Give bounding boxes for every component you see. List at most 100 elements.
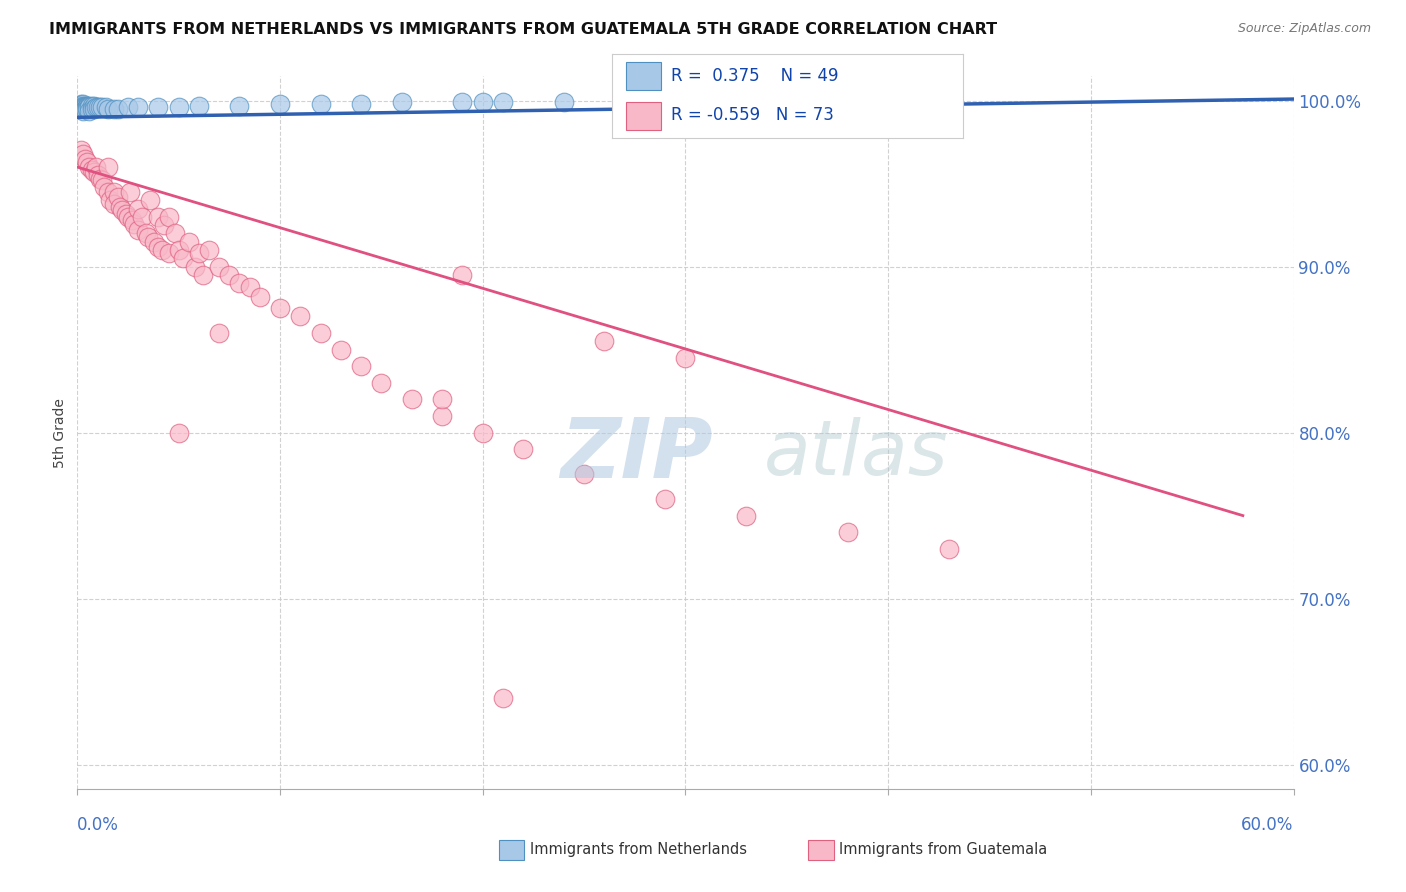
Text: IMMIGRANTS FROM NETHERLANDS VS IMMIGRANTS FROM GUATEMALA 5TH GRADE CORRELATION C: IMMIGRANTS FROM NETHERLANDS VS IMMIGRANT… xyxy=(49,22,997,37)
Point xyxy=(80,163,103,178)
Point xyxy=(290,310,312,324)
Point xyxy=(401,392,423,407)
Point xyxy=(167,243,190,257)
Point xyxy=(72,98,94,112)
Point xyxy=(127,223,149,237)
Point xyxy=(93,180,115,194)
Point xyxy=(103,196,125,211)
Point xyxy=(97,185,120,199)
Point xyxy=(84,100,107,114)
Point xyxy=(269,97,291,112)
Text: 0.0%: 0.0% xyxy=(77,816,120,834)
Point xyxy=(70,100,93,114)
Point xyxy=(70,98,93,112)
Point xyxy=(157,210,180,224)
Point xyxy=(70,97,93,112)
Point xyxy=(76,155,98,169)
Point xyxy=(269,301,291,315)
Point xyxy=(432,392,454,407)
Point xyxy=(152,243,174,257)
Point xyxy=(776,95,799,110)
Text: 60.0%: 60.0% xyxy=(1241,816,1294,834)
Point xyxy=(121,213,143,227)
Point xyxy=(938,541,960,556)
Point xyxy=(218,268,240,282)
Text: Immigrants from Netherlands: Immigrants from Netherlands xyxy=(530,842,747,856)
Point xyxy=(148,100,170,114)
Text: Source: ZipAtlas.com: Source: ZipAtlas.com xyxy=(1237,22,1371,36)
Point xyxy=(67,102,90,116)
Point xyxy=(107,190,129,204)
Point xyxy=(94,100,117,114)
Point xyxy=(177,235,200,249)
Point xyxy=(107,102,129,116)
Point xyxy=(72,100,94,114)
Point xyxy=(76,100,98,114)
Point xyxy=(79,160,101,174)
Point xyxy=(172,252,194,266)
Point xyxy=(79,100,101,114)
Point xyxy=(163,227,186,241)
Point xyxy=(350,359,373,374)
Point xyxy=(675,95,697,110)
Point xyxy=(86,100,108,114)
Point xyxy=(157,246,180,260)
Point xyxy=(83,102,105,116)
Point xyxy=(167,100,190,114)
Point xyxy=(492,95,515,110)
Point xyxy=(70,102,93,116)
Point xyxy=(75,100,97,114)
Point xyxy=(143,235,166,249)
Text: atlas: atlas xyxy=(763,417,948,491)
Point xyxy=(451,268,474,282)
Text: Immigrants from Guatemala: Immigrants from Guatemala xyxy=(839,842,1047,856)
Point xyxy=(249,289,271,303)
Point xyxy=(188,98,211,112)
Point xyxy=(451,95,474,110)
Point xyxy=(512,442,534,457)
Point xyxy=(208,260,231,274)
Point xyxy=(593,334,616,349)
Point xyxy=(492,691,515,706)
Point xyxy=(75,102,97,116)
Point xyxy=(572,467,595,482)
Point xyxy=(86,169,108,183)
Y-axis label: 5th Grade: 5th Grade xyxy=(53,398,67,467)
Point xyxy=(111,203,134,218)
Point xyxy=(153,218,176,232)
Point xyxy=(471,95,494,110)
Point xyxy=(67,98,90,112)
Point xyxy=(67,100,90,114)
Point xyxy=(108,200,131,214)
Point xyxy=(735,508,758,523)
Point xyxy=(115,206,138,220)
Point xyxy=(191,268,214,282)
Point xyxy=(84,160,107,174)
Point xyxy=(432,409,454,423)
Point xyxy=(97,102,120,116)
Point xyxy=(837,525,859,540)
Point xyxy=(72,103,94,118)
Point xyxy=(228,277,250,291)
Point xyxy=(83,165,105,179)
Point xyxy=(184,260,207,274)
Point xyxy=(167,425,190,440)
Point xyxy=(122,217,145,231)
Text: R =  0.375    N = 49: R = 0.375 N = 49 xyxy=(672,68,839,86)
Point xyxy=(75,152,97,166)
Point xyxy=(98,194,121,208)
Point xyxy=(139,194,162,208)
Point xyxy=(136,229,159,244)
Point xyxy=(103,102,125,116)
Point xyxy=(198,243,221,257)
Text: R = -0.559   N = 73: R = -0.559 N = 73 xyxy=(672,106,834,124)
Point xyxy=(127,202,149,216)
Point xyxy=(370,376,392,390)
Point xyxy=(309,97,332,112)
Point xyxy=(350,97,373,112)
Point xyxy=(83,98,105,112)
Point xyxy=(654,491,676,506)
Point xyxy=(118,185,141,199)
Point xyxy=(79,103,101,118)
Point xyxy=(148,240,170,254)
